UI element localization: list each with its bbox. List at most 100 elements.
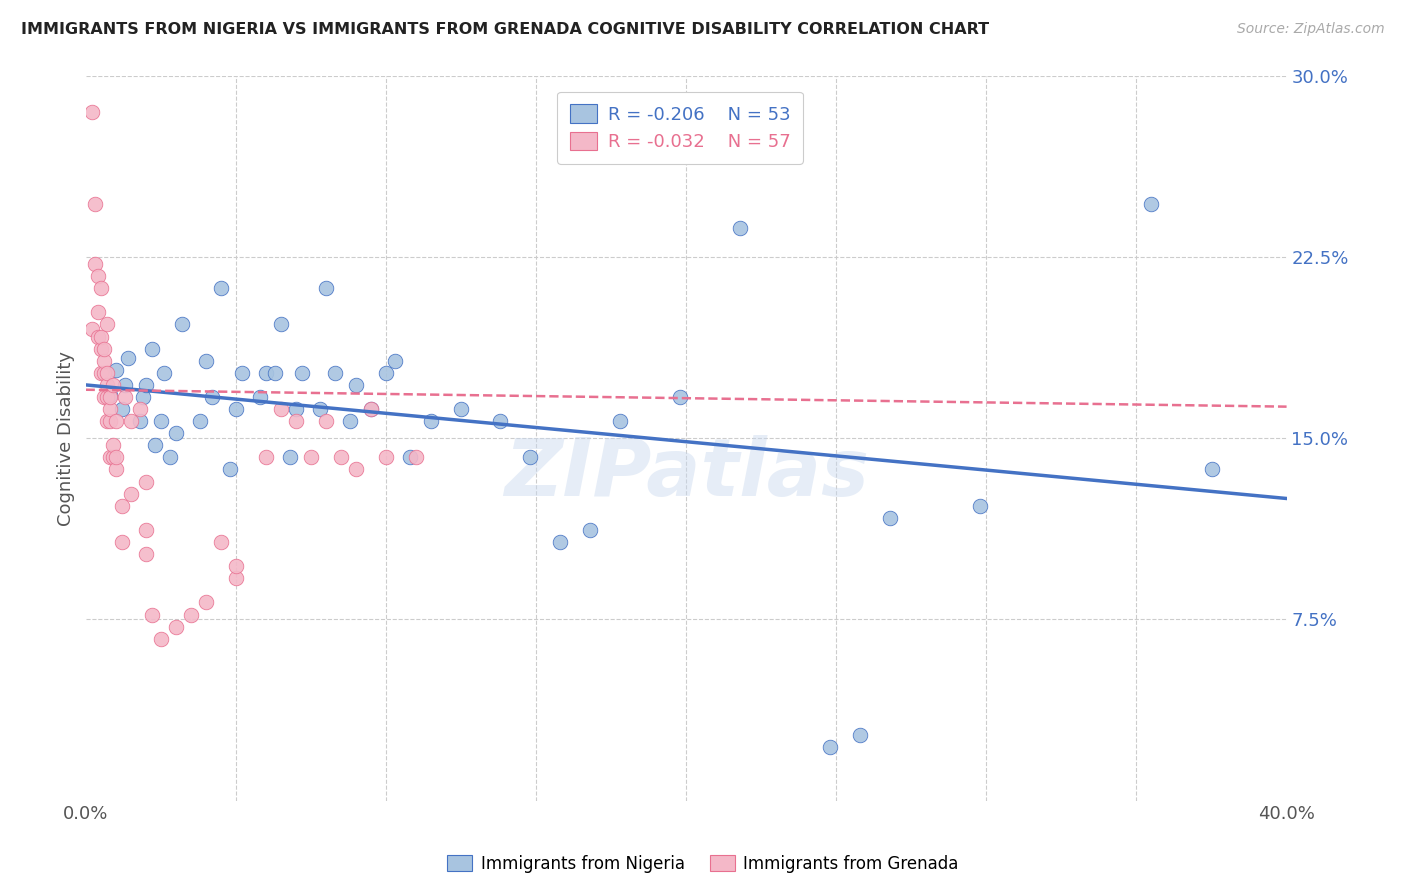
Point [879,511,901,525]
Text: IMMIGRANTS FROM NIGERIA VS IMMIGRANTS FROM GRENADA COGNITIVE DISABILITY CORRELAT: IMMIGRANTS FROM NIGERIA VS IMMIGRANTS FR… [21,22,990,37]
Point [180,607,202,622]
Point [90,366,112,380]
Point [194,353,217,368]
Point [344,377,367,392]
Point [98,402,121,417]
Point [360,402,382,417]
Point [101,377,124,392]
Point [96,414,118,428]
Point [128,402,150,417]
Point [90,342,112,356]
Point [111,499,134,513]
Point [254,366,277,380]
Point [93,390,115,404]
Point [165,619,187,633]
Point [143,438,166,452]
Point [98,390,121,404]
Point [278,450,301,465]
Point [669,390,692,404]
Point [80,322,103,336]
Point [86,305,108,319]
Point [83,257,105,271]
Point [384,353,406,368]
Point [114,390,136,404]
Point [83,196,105,211]
Point [149,632,172,646]
Point [165,426,187,441]
Point [254,450,277,465]
Point [315,281,337,295]
Point [135,547,157,561]
Point [135,523,157,537]
Point [117,351,139,366]
Point [249,390,271,404]
Text: ZIPatlas: ZIPatlas [503,435,869,513]
Point [579,523,602,537]
Point [194,595,217,609]
Point [86,269,108,284]
Point [969,499,991,513]
Point [96,366,118,380]
Point [339,414,361,428]
Text: Source: ZipAtlas.com: Source: ZipAtlas.com [1237,22,1385,37]
Point [80,104,103,119]
Point [93,342,115,356]
Point [104,363,127,377]
Point [131,390,153,404]
Point [209,281,232,295]
Point [360,402,382,417]
Point [291,366,314,380]
Point [104,414,127,428]
Point [101,450,124,465]
Point [114,377,136,392]
Point [609,414,631,428]
Point [98,450,121,465]
Point [98,414,121,428]
Point [374,450,396,465]
Point [270,318,292,332]
Point [90,329,112,343]
Point [101,438,124,452]
Point [399,450,422,465]
Point [315,414,337,428]
Point [96,377,118,392]
Point [489,414,512,428]
Y-axis label: Cognitive Disability: Cognitive Disability [58,351,75,525]
Point [231,366,253,380]
Point [225,571,247,585]
Point [104,462,127,476]
Point [263,366,285,380]
Legend: Immigrants from Nigeria, Immigrants from Grenada: Immigrants from Nigeria, Immigrants from… [441,848,965,880]
Point [96,390,118,404]
Point [728,220,751,235]
Point [849,728,872,742]
Point [308,402,330,417]
Point [111,535,134,549]
Point [188,414,211,428]
Point [225,402,247,417]
Point [225,559,247,574]
Point [218,462,240,476]
Point [1201,462,1223,476]
Point [170,318,193,332]
Point [329,450,352,465]
Point [299,450,322,465]
Point [96,318,118,332]
Point [93,366,115,380]
Point [104,450,127,465]
Point [93,353,115,368]
Point [818,740,841,755]
Point [159,450,181,465]
Point [141,607,163,622]
Point [201,390,224,404]
Point [344,462,367,476]
Point [209,535,232,549]
Point [111,402,134,417]
Point [405,450,427,465]
Point [548,535,571,549]
Point [120,486,142,500]
Point [135,377,157,392]
Point [86,329,108,343]
Point [128,414,150,428]
Point [141,342,163,356]
